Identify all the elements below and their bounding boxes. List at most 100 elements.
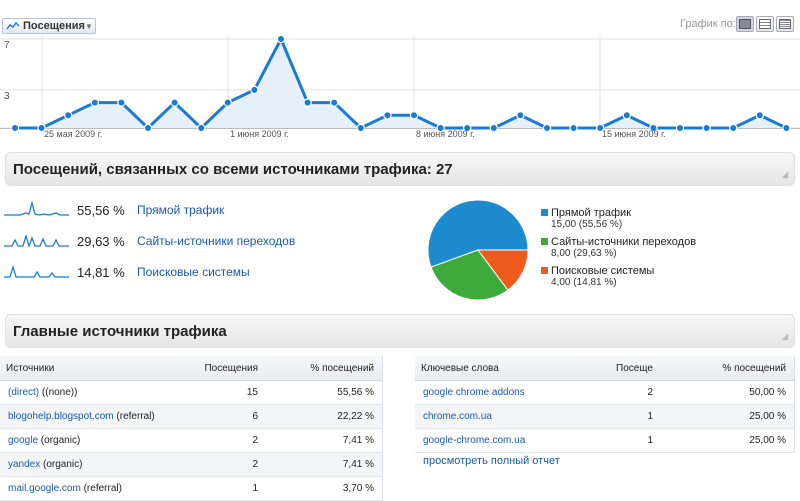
graph-by-month-button[interactable] [776, 16, 794, 32]
chart-point-9[interactable] [250, 85, 259, 95]
keyword-cell: google chrome addons [415, 380, 582, 405]
y-tick-mid: 3 [4, 91, 10, 102]
chart-line [15, 37, 788, 130]
col-visits[interactable]: Посеще [582, 356, 657, 381]
source-medium: (referral) [113, 411, 155, 422]
source-cell: google (organic) [0, 428, 167, 453]
source-cell: mail.google.com (referral) [0, 476, 167, 501]
visits-cell: 15 [167, 380, 262, 405]
table-header-row: Источники Посещения % посещений [0, 356, 383, 381]
source-medium: (referral) [80, 483, 122, 494]
source-link-direct[interactable]: Прямой трафик [137, 203, 225, 217]
chart-point-17[interactable] [463, 123, 472, 133]
metric-selector[interactable]: Посещения ▼ [2, 18, 96, 34]
sources-title: Посещений, связанных со всеми источникам… [13, 160, 453, 178]
chart-area-fill [15, 39, 787, 128]
chart-point-2[interactable] [63, 111, 73, 120]
visits-chart [0, 36, 800, 133]
pie-slice-referral[interactable] [430, 249, 509, 301]
chart-point-13[interactable] [356, 123, 365, 133]
chart-point-6[interactable] [170, 98, 179, 107]
source-row-direct: 55,56 % Прямой трафик [0, 199, 400, 221]
source-link[interactable]: mail.google.com [8, 483, 81, 494]
top-sources-header: Главные источники трафика ◢ [5, 314, 795, 348]
source-link[interactable]: google [8, 435, 39, 446]
sparkline-direct-icon [4, 200, 69, 216]
table-row: google-chrome.com.ua 1 25,00 % [415, 428, 795, 453]
source-row-referral: 29,63 % Сайты-источники переходов [0, 230, 400, 252]
pct-cell: 55,56 % [262, 380, 383, 405]
table-row: mail.google.com (referral) 1 3,70 % [0, 476, 383, 501]
legend-detail-direct: 15,00 (55,56 %) [551, 219, 623, 230]
chart-point-18[interactable] [489, 123, 498, 133]
chart-point-14[interactable] [383, 111, 392, 120]
chart-point-1[interactable] [37, 123, 46, 133]
legend-swatch-search [541, 267, 548, 274]
col-keywords[interactable]: Ключевые слова [415, 356, 582, 381]
chart-point-29[interactable] [782, 123, 791, 133]
col-visits[interactable]: Посещения [167, 356, 262, 381]
source-cell: blogohelp.blogspot.com (referral) [0, 404, 167, 429]
source-link[interactable]: yandex [8, 459, 41, 470]
keyword-link[interactable]: google-chrome.com.ua [423, 435, 526, 446]
keyword-link[interactable]: google chrome addons [423, 387, 525, 398]
pie-slice-search[interactable] [477, 249, 529, 291]
resize-corner-icon: ◢ [781, 170, 788, 179]
chart-point-11[interactable] [303, 98, 312, 107]
legend-detail-search: 4,00 (14,81 %) [551, 277, 617, 288]
graph-by-label: График по: [680, 18, 736, 30]
chart-point-28[interactable] [755, 111, 765, 120]
chart-point-24[interactable] [649, 123, 658, 133]
sparkline-referral-icon [4, 233, 69, 249]
month-view-icon [779, 19, 791, 29]
graph-by-day-button[interactable] [736, 16, 754, 32]
x-label-jun15: 15 июня 2009 г. [602, 129, 666, 139]
col-sources[interactable]: Источники [0, 356, 167, 381]
source-link[interactable]: (direct) [8, 387, 40, 398]
keyword-link[interactable]: chrome.com.ua [423, 411, 492, 422]
full-report-link[interactable]: просмотреть полный отчет [423, 455, 560, 467]
sparkline-search-icon [4, 264, 69, 278]
chart-point-20[interactable] [542, 123, 552, 133]
chart-point-23[interactable] [622, 111, 632, 120]
chart-point-16[interactable] [436, 123, 445, 133]
chart-point-7[interactable] [196, 123, 206, 133]
chart-point-22[interactable] [596, 123, 605, 133]
traffic-pie-chart [427, 199, 529, 301]
chart-point-12[interactable] [330, 98, 339, 107]
chart-point-25[interactable] [675, 123, 685, 133]
chart-point-3[interactable] [90, 98, 100, 107]
col-pct[interactable]: % посещений [657, 356, 795, 381]
chart-point-5[interactable] [143, 123, 153, 133]
visits-cell: 2 [167, 452, 262, 477]
graph-by-week-button[interactable] [756, 16, 774, 32]
chart-point-26[interactable] [702, 123, 711, 133]
legend-label-direct: Прямой трафик [551, 207, 632, 219]
table-row: google chrome addons 2 50,00 % [415, 380, 795, 405]
pct-cell: 7,41 % [262, 452, 383, 477]
metric-selector-label: Посещения [23, 20, 85, 32]
chart-point-15[interactable] [409, 111, 419, 120]
sources-header: Посещений, связанных со всеми источникам… [5, 152, 795, 186]
source-link-search[interactable]: Поисковые системы [137, 265, 250, 279]
pct-cell: 25,00 % [657, 428, 795, 453]
visits-cell: 6 [167, 404, 262, 429]
source-link-referral[interactable]: Сайты-источники переходов [137, 234, 296, 248]
pct-cell: 3,70 % [262, 476, 383, 501]
source-medium: (organic) [38, 435, 81, 446]
chart-point-10[interactable] [276, 36, 286, 44]
chart-point-0[interactable] [10, 123, 20, 133]
sources-table: Источники Посещения % посещений (direct)… [0, 356, 383, 501]
pct-cell: 25,00 % [657, 404, 795, 429]
pie-slice-direct[interactable] [427, 199, 529, 268]
chart-point-4[interactable] [117, 98, 126, 107]
source-row-search: 14,81 % Поисковые системы [0, 261, 400, 283]
pie-legend-search: Поисковые системы 4,00 (14,81 %) [541, 265, 654, 288]
col-pct[interactable]: % посещений [262, 356, 383, 381]
chart-point-21[interactable] [569, 123, 578, 133]
chart-point-19[interactable] [516, 111, 525, 120]
pie-legend-direct: Прямой трафик 15,00 (55,56 %) [541, 207, 631, 230]
chart-point-8[interactable] [223, 98, 232, 107]
chart-point-27[interactable] [729, 123, 738, 133]
source-link[interactable]: blogohelp.blogspot.com [8, 411, 114, 422]
